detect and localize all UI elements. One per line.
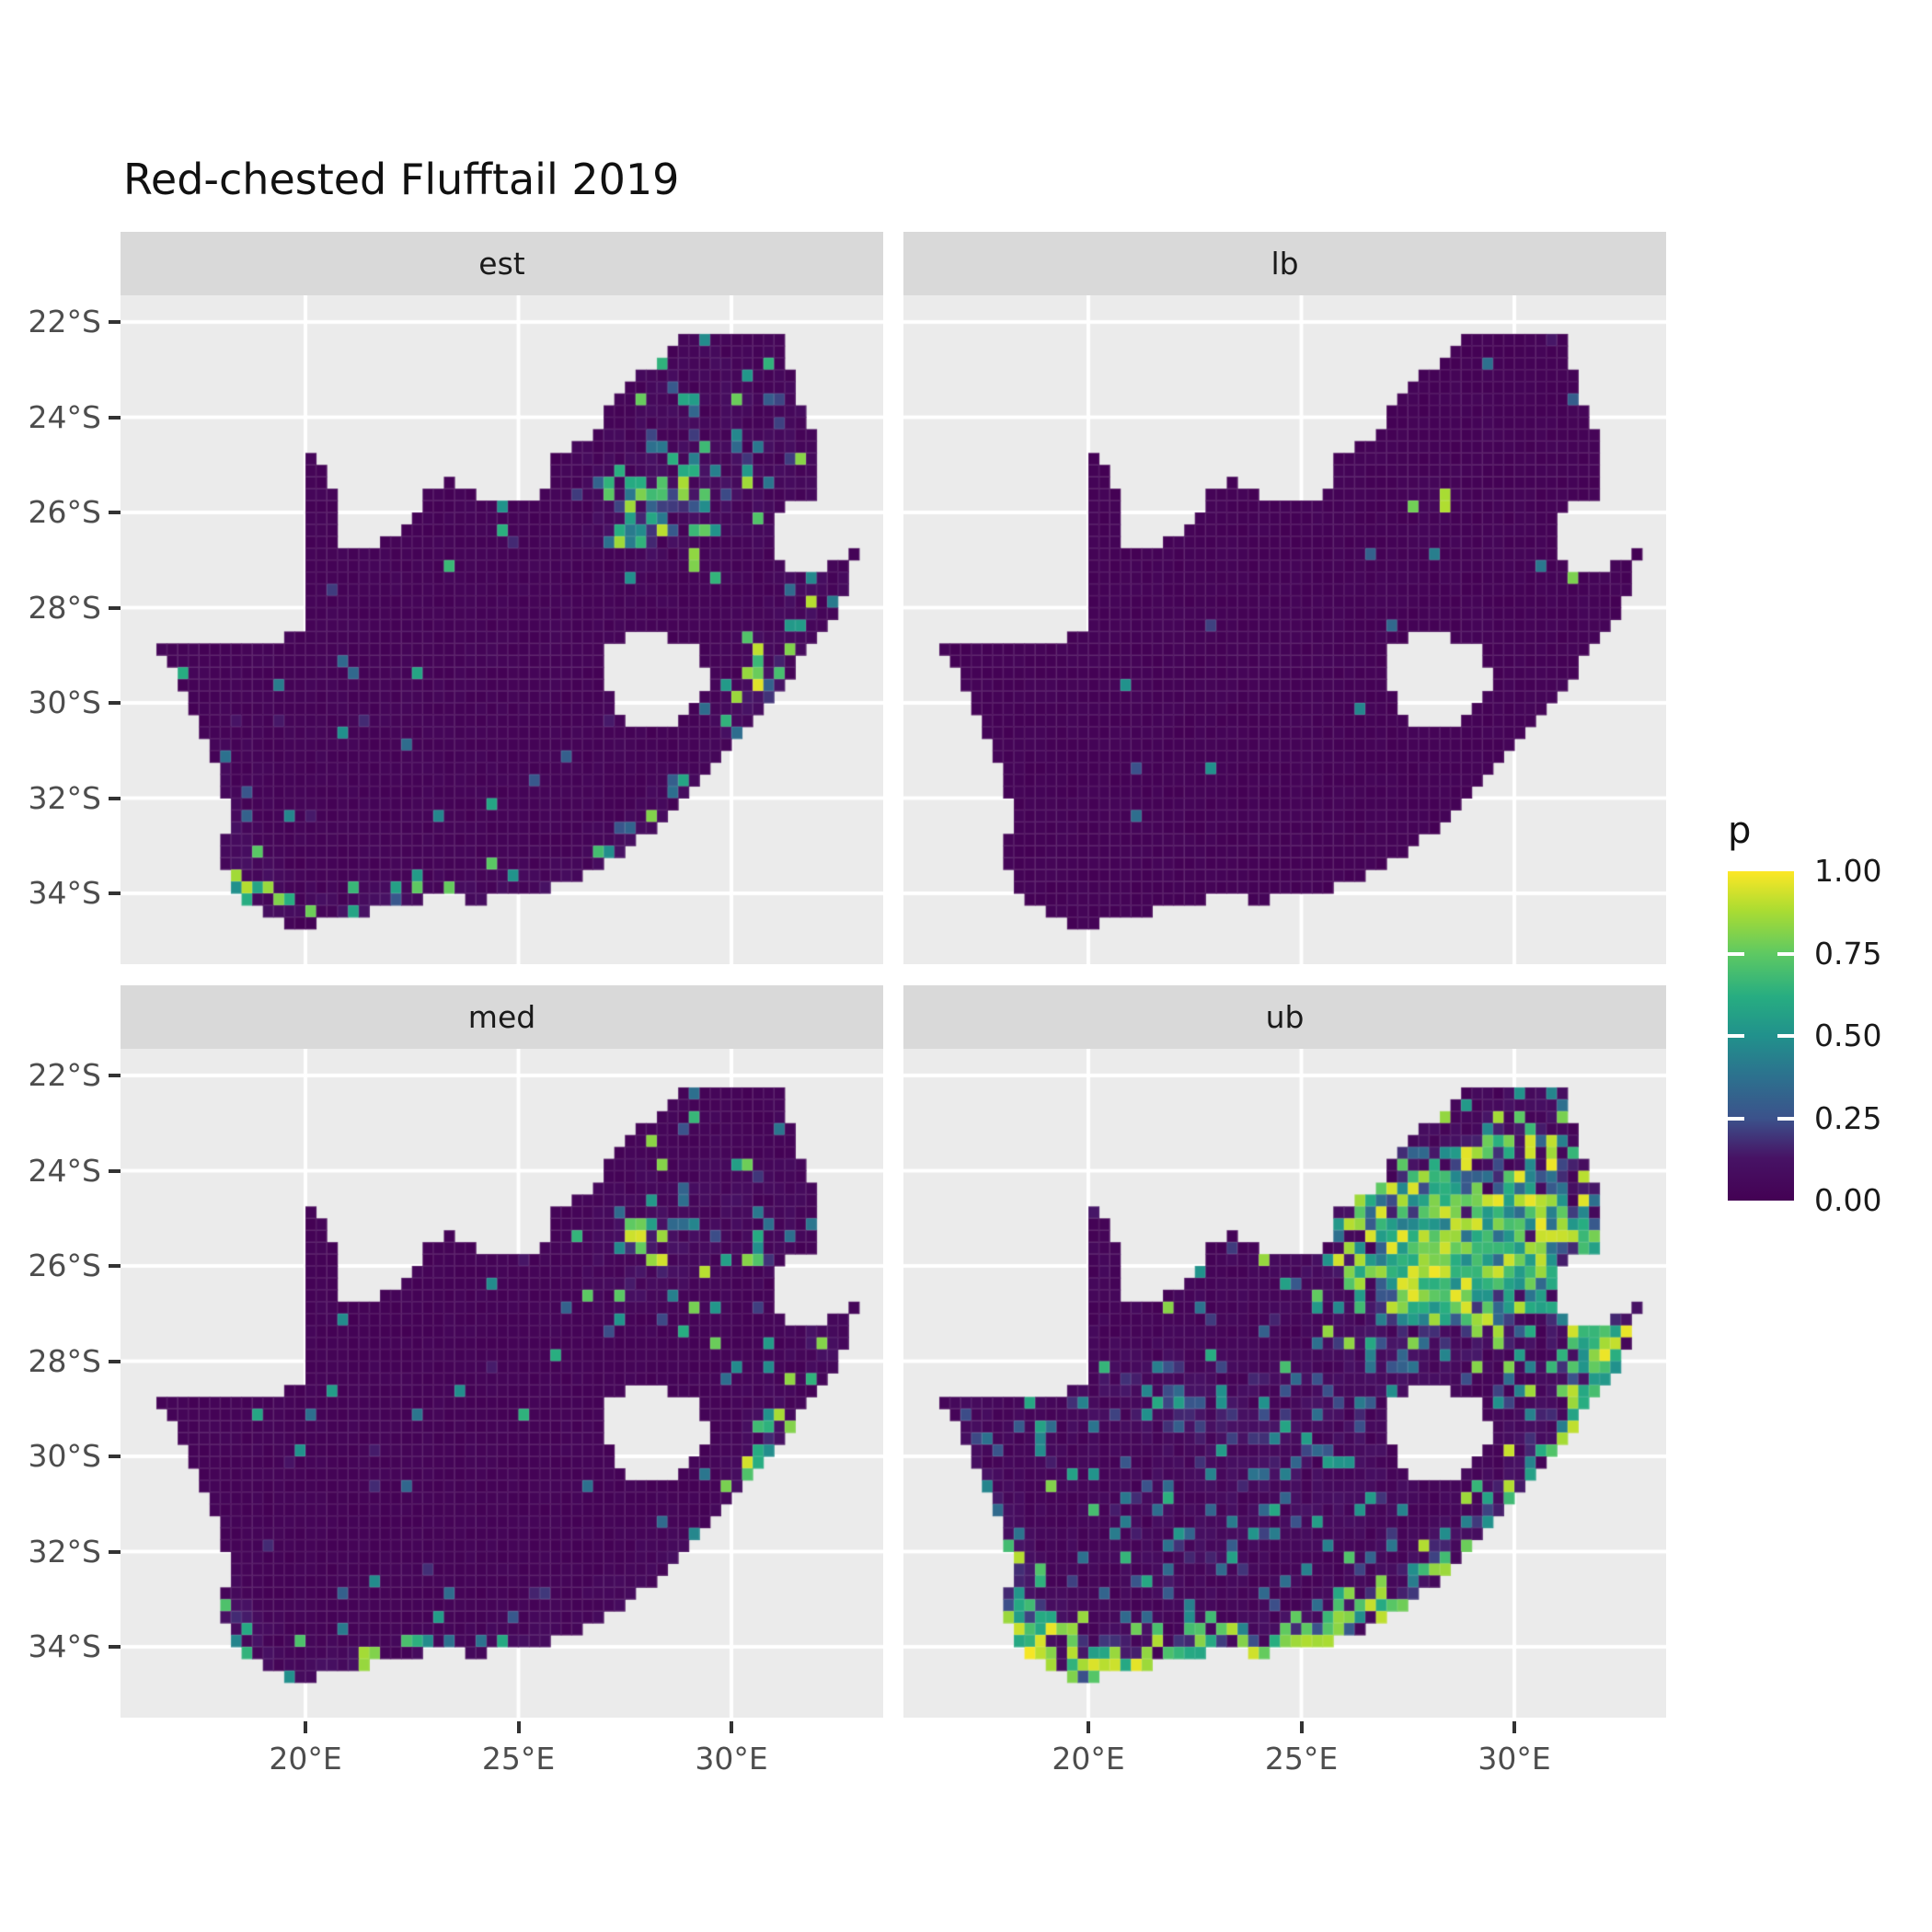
y-tick-mark — [109, 605, 121, 610]
y-tick-label: 30°S — [28, 1438, 101, 1474]
map-canvas-est — [121, 295, 883, 964]
y-tick-mark — [109, 511, 121, 514]
map-canvas-med — [121, 1049, 883, 1718]
y-tick-label: 32°S — [28, 1533, 101, 1570]
x-tick-mark — [304, 1721, 307, 1733]
y-tick-label: 26°S — [28, 494, 101, 530]
y-tick-mark — [109, 1168, 121, 1173]
legend-tick-mark — [1777, 951, 1794, 956]
x-tick-label: 30°E — [1478, 1741, 1551, 1777]
legend-tick-mark — [1728, 1116, 1744, 1121]
facet-strip-label-ub: ub — [1265, 999, 1305, 1035]
x-tick-label: 20°E — [1052, 1741, 1125, 1777]
map-canvas-ub — [903, 1049, 1666, 1718]
y-tick-label: 22°S — [28, 304, 101, 339]
y-tick-mark — [109, 415, 121, 420]
y-tick-mark — [109, 796, 121, 800]
y-tick-label: 30°S — [28, 684, 101, 720]
x-tick-label: 25°E — [481, 1741, 556, 1777]
x-tick-mark — [730, 1721, 733, 1733]
y-tick-label: 24°S — [28, 1152, 101, 1189]
y-tick-mark — [109, 1359, 121, 1363]
y-tick-mark — [109, 701, 121, 705]
facet-panel-est — [121, 295, 883, 964]
y-tick-mark — [109, 320, 121, 324]
x-tick-label: 25°E — [1264, 1741, 1339, 1777]
y-tick-label: 24°S — [28, 398, 101, 435]
map-canvas-lb — [903, 295, 1666, 964]
y-tick-label: 34°S — [28, 875, 101, 911]
y-tick-mark — [109, 1455, 121, 1458]
facet-strip-lb: lb — [903, 232, 1666, 295]
x-tick-mark — [1512, 1721, 1516, 1733]
legend-tick-mark — [1728, 1034, 1744, 1038]
y-tick-mark — [109, 891, 121, 895]
y-tick-mark — [109, 1645, 121, 1649]
facet-strip-med: med — [121, 985, 883, 1049]
facet-panel-ub — [903, 1049, 1666, 1718]
facet-strip-label-lb: lb — [1271, 246, 1299, 282]
x-tick-mark — [516, 1721, 521, 1733]
x-tick-mark — [1087, 1721, 1090, 1733]
y-tick-label: 28°S — [28, 589, 101, 626]
facet-panel-lb — [903, 295, 1666, 964]
legend-tick-mark — [1777, 1116, 1794, 1121]
y-tick-mark — [109, 1074, 121, 1077]
legend-label: 1.00 — [1814, 853, 1882, 889]
legend-title: p — [1728, 810, 1752, 852]
legend-tick-mark — [1777, 1034, 1794, 1038]
y-tick-mark — [109, 1264, 121, 1268]
y-tick-label: 34°S — [28, 1628, 101, 1664]
legend-label: 0.25 — [1814, 1099, 1882, 1136]
facet-strip-ub: ub — [903, 985, 1666, 1049]
facet-strip-label-est: est — [478, 246, 525, 282]
x-tick-label: 20°E — [269, 1741, 342, 1777]
legend-label: 0.75 — [1814, 935, 1882, 972]
x-tick-mark — [1299, 1721, 1304, 1733]
legend-tick-mark — [1728, 951, 1744, 956]
y-tick-label: 22°S — [28, 1057, 101, 1093]
facet-panel-med — [121, 1049, 883, 1718]
x-tick-label: 30°E — [695, 1741, 768, 1777]
facet-strip-label-med: med — [467, 999, 536, 1035]
legend-label: 0.00 — [1814, 1182, 1882, 1218]
y-tick-label: 32°S — [28, 779, 101, 816]
y-tick-mark — [109, 1549, 121, 1554]
y-tick-label: 26°S — [28, 1248, 101, 1283]
plot-title: Red-chested Flufftail 2019 — [123, 155, 680, 204]
y-tick-label: 28°S — [28, 1342, 101, 1379]
legend-label: 0.50 — [1814, 1018, 1882, 1053]
facet-strip-est: est — [121, 232, 883, 295]
